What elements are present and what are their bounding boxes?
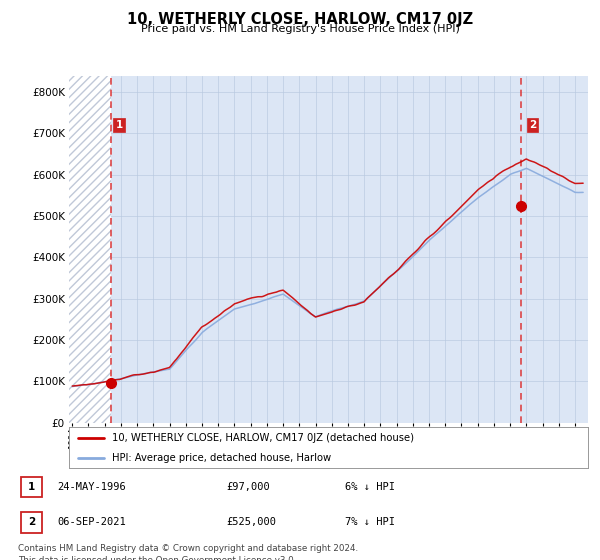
Text: 6% ↓ HPI: 6% ↓ HPI [345,482,395,492]
FancyBboxPatch shape [21,512,42,533]
FancyBboxPatch shape [21,477,42,497]
Text: Price paid vs. HM Land Registry's House Price Index (HPI): Price paid vs. HM Land Registry's House … [140,24,460,34]
Text: HPI: Average price, detached house, Harlow: HPI: Average price, detached house, Harl… [112,452,331,463]
Text: 2: 2 [529,120,536,130]
Text: 2: 2 [28,517,35,528]
Text: 7% ↓ HPI: 7% ↓ HPI [345,517,395,528]
Text: Contains HM Land Registry data © Crown copyright and database right 2024.
This d: Contains HM Land Registry data © Crown c… [18,544,358,560]
Text: 1: 1 [28,482,35,492]
Text: £525,000: £525,000 [227,517,277,528]
Text: 24-MAY-1996: 24-MAY-1996 [58,482,126,492]
Text: £97,000: £97,000 [227,482,271,492]
Text: 10, WETHERLY CLOSE, HARLOW, CM17 0JZ: 10, WETHERLY CLOSE, HARLOW, CM17 0JZ [127,12,473,27]
Text: 06-SEP-2021: 06-SEP-2021 [58,517,126,528]
Bar [69,76,111,423]
Text: 10, WETHERLY CLOSE, HARLOW, CM17 0JZ (detached house): 10, WETHERLY CLOSE, HARLOW, CM17 0JZ (de… [112,433,413,443]
Text: 1: 1 [115,120,123,130]
